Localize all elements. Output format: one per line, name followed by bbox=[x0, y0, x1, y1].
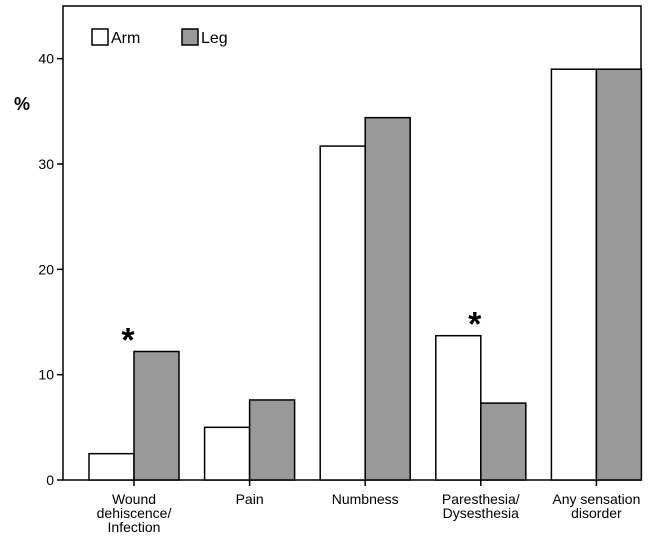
y-tick-label: 0 bbox=[46, 472, 54, 488]
y-tick-label: 30 bbox=[38, 156, 54, 172]
legend: Arm Leg bbox=[91, 28, 228, 47]
significance-marker: * bbox=[468, 306, 482, 344]
significance-marker: * bbox=[121, 321, 135, 359]
x-tick-label: Pain bbox=[236, 491, 264, 507]
y-tick-label: 40 bbox=[38, 51, 54, 67]
x-tick-label-line: Any sensation bbox=[552, 491, 640, 507]
bar-arm bbox=[550, 68, 598, 481]
legend-swatch-arm bbox=[91, 28, 109, 46]
bar-leg bbox=[595, 68, 643, 481]
bar-arm bbox=[319, 145, 366, 481]
x-tick-label: Paresthesia/Dysesthesia bbox=[442, 491, 520, 521]
legend-label-arm: Arm bbox=[111, 30, 140, 47]
x-tick-label-line: Dysesthesia bbox=[443, 505, 519, 521]
bar-leg bbox=[480, 402, 527, 481]
bar-leg bbox=[133, 350, 180, 481]
x-tick-label-line: dehiscence/ bbox=[97, 505, 172, 521]
x-tick-label: Wound dehiscence/Infection bbox=[97, 491, 172, 535]
x-tick-label-line: Numbness bbox=[332, 491, 399, 507]
bar-leg bbox=[364, 116, 411, 481]
y-tick-label: 10 bbox=[38, 367, 54, 383]
x-tick-label-line: Infection bbox=[108, 519, 161, 535]
x-tick-label: Numbness bbox=[332, 491, 399, 507]
legend-label-leg: Leg bbox=[201, 30, 228, 47]
bar-leg bbox=[248, 399, 296, 481]
x-tick-label-line: Paresthesia/ bbox=[442, 491, 520, 507]
bar-arm bbox=[203, 426, 251, 481]
x-tick-label-line: disorder bbox=[571, 505, 622, 521]
y-tick-label: 20 bbox=[38, 261, 54, 277]
x-tick-label-line: Wound bbox=[112, 491, 156, 507]
legend-swatch-leg bbox=[181, 28, 199, 46]
bar-arm bbox=[88, 452, 135, 481]
x-tick-label: Any sensation disorder bbox=[552, 491, 640, 521]
bar-arm bbox=[435, 334, 482, 481]
x-tick-label-line: Pain bbox=[236, 491, 264, 507]
y-axis-label: % bbox=[14, 94, 30, 114]
